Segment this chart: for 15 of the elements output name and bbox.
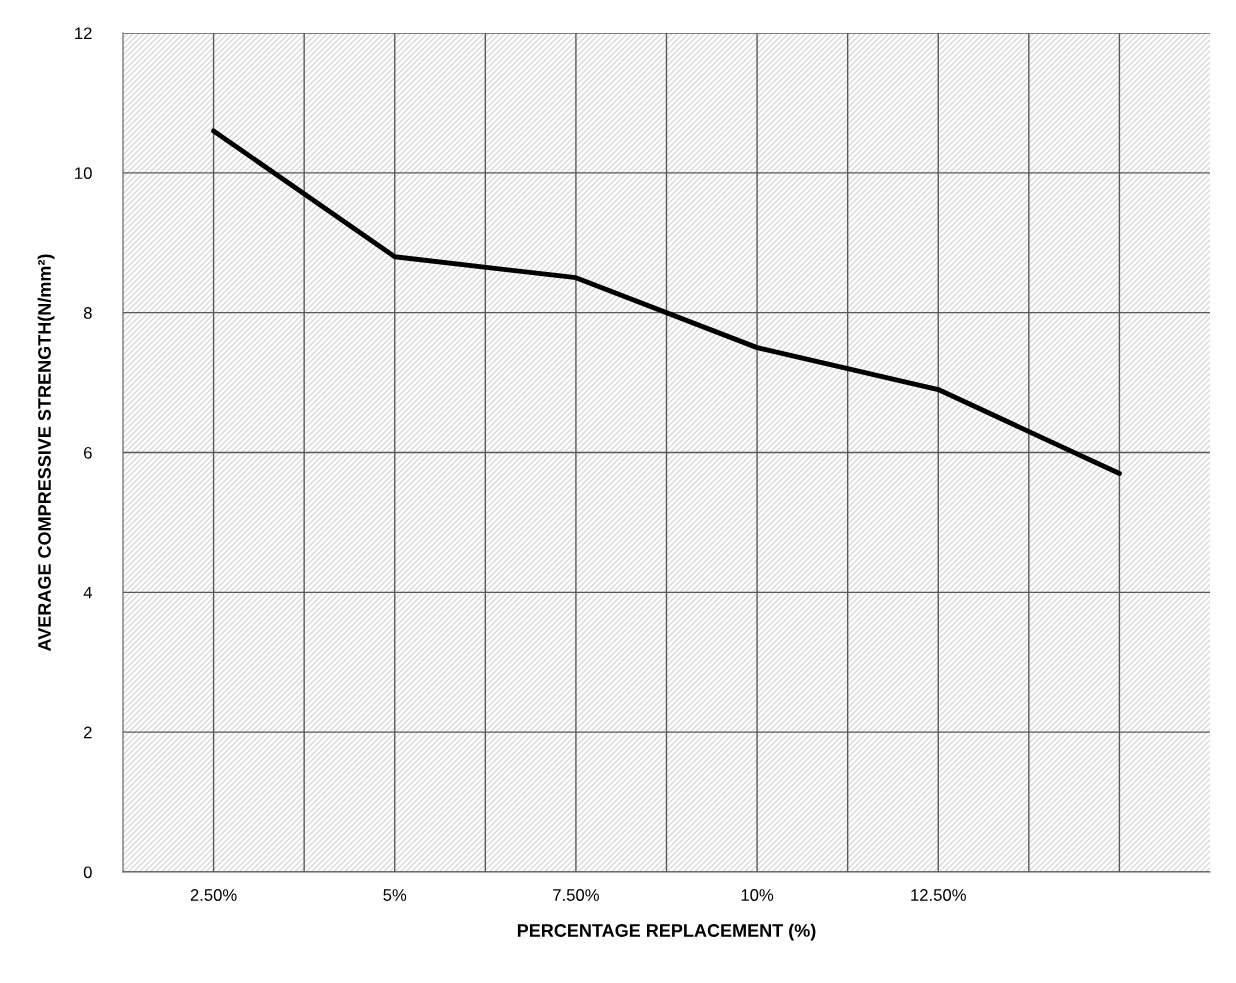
x-axis-title: PERCENTAGE REPLACEMENT (%) [517, 923, 816, 941]
y-tick-label: 8 [83, 307, 92, 319]
line-series [211, 128, 1122, 476]
x-tick-label: 5% [383, 889, 407, 901]
y-tick-label: 6 [84, 446, 92, 459]
y-axis-title: AVERAGE COMPRESSIVE STRENGTH(N/mm²) [37, 254, 55, 652]
y-tick-label: 0 [83, 866, 92, 879]
x-tick-label: 7.50% [553, 889, 599, 901]
y-tick-label: 10 [75, 167, 92, 180]
x-tick-label: 10% [741, 889, 774, 901]
y-tick-label: 12 [75, 27, 92, 40]
x-tick-label: 12.50% [911, 889, 966, 901]
x-tick-label: 2.50% [190, 889, 237, 901]
y-tick-label: 2 [84, 726, 92, 739]
y-tick-label: 4 [83, 586, 92, 599]
